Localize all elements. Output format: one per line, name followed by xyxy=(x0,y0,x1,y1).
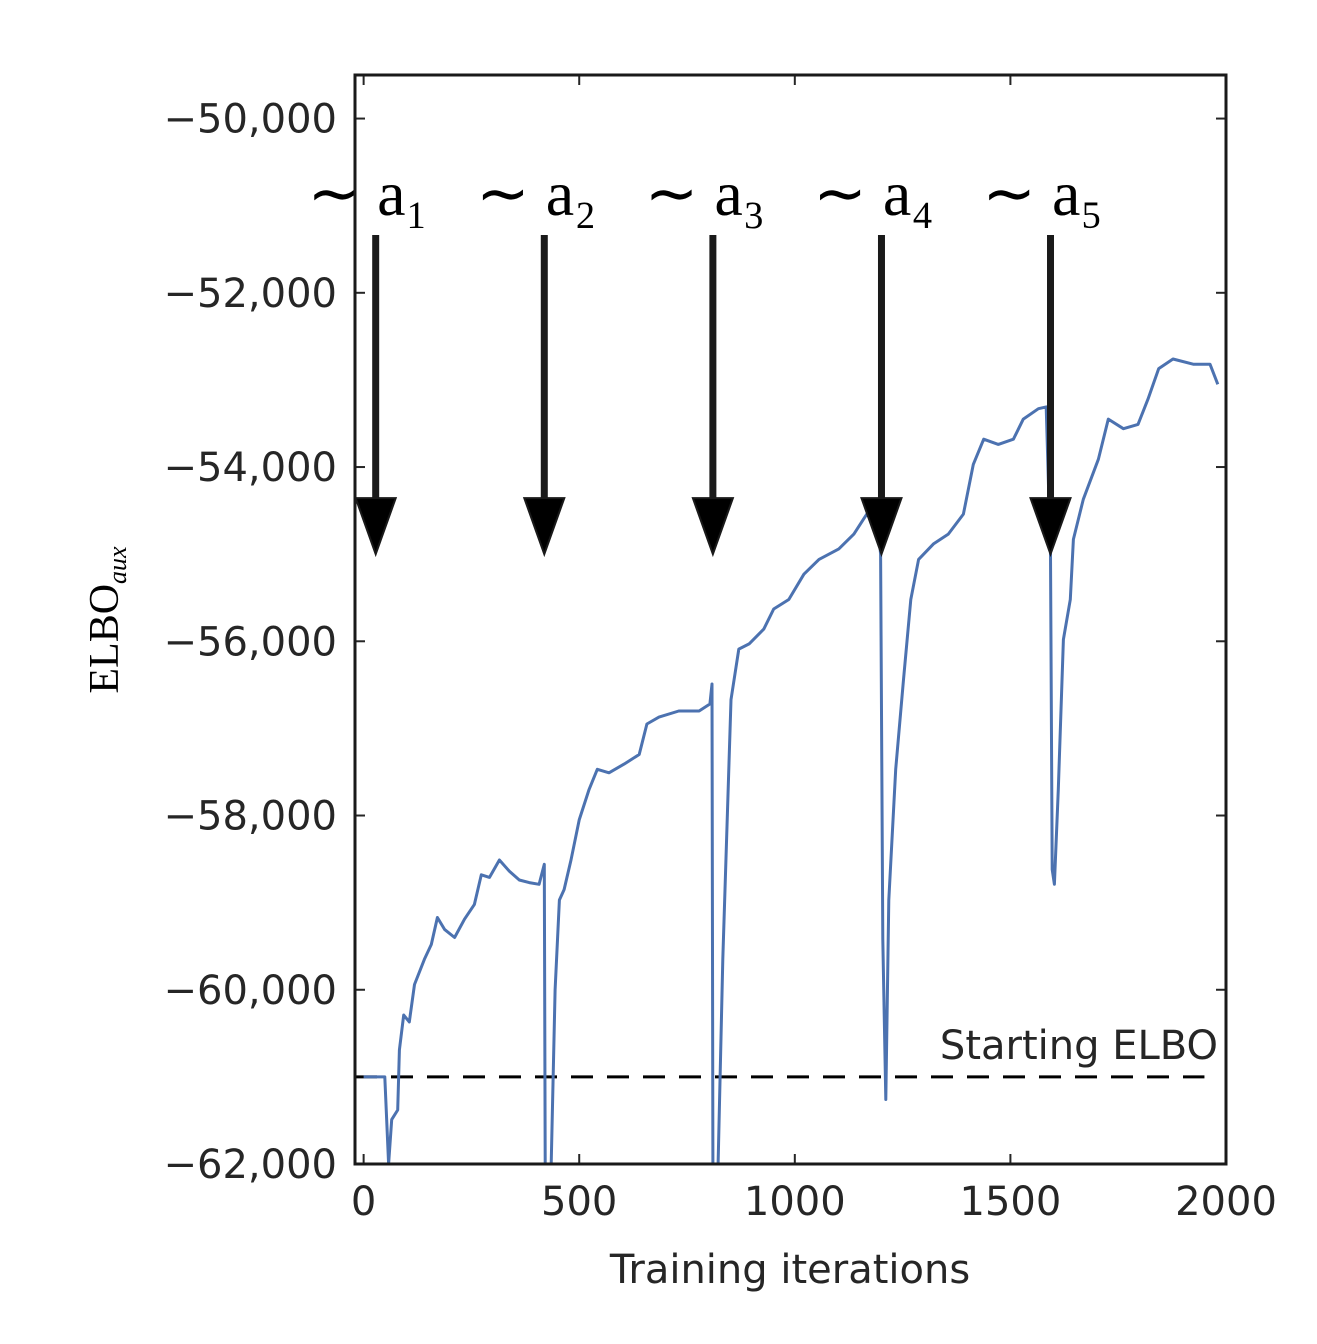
annotation-label: ∼ a₁ xyxy=(308,158,428,229)
annotation-arrowhead xyxy=(691,497,735,558)
annotation-arrowhead xyxy=(354,497,398,558)
annotation-arrowhead xyxy=(1029,497,1072,558)
annotation-label: ∼ a₂ xyxy=(476,158,596,229)
x-tick-label: 1500 xyxy=(960,1179,1062,1225)
plot-frame xyxy=(353,73,1228,1166)
reference-label: Starting ELBO xyxy=(940,1023,1218,1069)
y-tick-label: −60,000 xyxy=(164,968,337,1014)
data-line xyxy=(363,357,1220,1164)
y-tick-label: −56,000 xyxy=(164,619,337,665)
y-tick-label: −58,000 xyxy=(164,794,337,840)
annotation-label: ∼ a₅ xyxy=(982,158,1102,229)
annotation-arrowhead xyxy=(860,497,903,558)
y-tick-label: −52,000 xyxy=(164,271,337,317)
y-label-sub: aux xyxy=(103,546,132,584)
y-axis-label-group: ELBOaux xyxy=(82,546,132,694)
annotation-label: ∼ a₃ xyxy=(645,158,765,229)
x-tick-label: 1000 xyxy=(744,1179,846,1225)
y-tick-label: −54,000 xyxy=(164,445,337,491)
x-tick-label: 500 xyxy=(541,1179,617,1225)
y-tick-label: −62,000 xyxy=(164,1142,337,1188)
x-axis-label: Training iterations xyxy=(609,1247,970,1293)
y-axis-label: ELBOaux xyxy=(82,546,132,694)
annotation-arrowhead xyxy=(522,497,566,558)
annotation-label: ∼ a₄ xyxy=(813,158,933,229)
y-label-main: ELBO xyxy=(82,584,128,694)
y-tick-label: −50,000 xyxy=(164,97,337,143)
x-tick-label: 0 xyxy=(351,1179,376,1225)
x-tick-label: 2000 xyxy=(1175,1179,1277,1225)
